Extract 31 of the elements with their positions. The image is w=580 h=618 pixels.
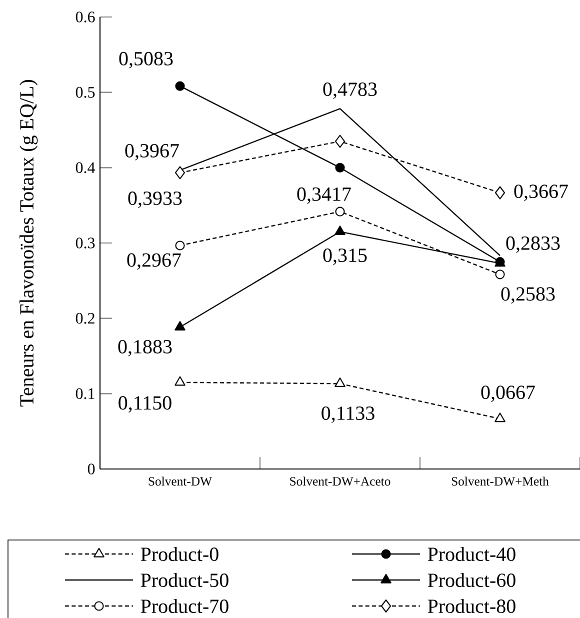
x-tick-label: Solvent-DW+Meth (452, 476, 549, 486)
data-label: 0,4783 (323, 82, 377, 99)
legend-label: Product-40 (428, 546, 516, 562)
data-label: 0,315 (323, 248, 367, 265)
x-tick-label: Solvent-DW+Aceto (290, 476, 390, 486)
y-tick-label: 0.6 (76, 12, 95, 22)
y-tick-label: 0.5 (76, 86, 95, 98)
data-label: 0,3967 (125, 144, 179, 160)
x-tick-label: Solvent-DW (148, 476, 212, 486)
legend-label: Product-70 (140, 598, 228, 614)
data-label: 0,0667 (481, 386, 535, 402)
data-label: 0,3933 (128, 192, 182, 208)
legend-label: Product-60 (428, 572, 516, 588)
data-label: 0,1883 (118, 340, 172, 356)
legend-label: Product-0 (140, 546, 218, 562)
y-tick-label: 0 (88, 464, 95, 474)
data-label: 0,2833 (506, 236, 560, 253)
y-tick-label: 0.3 (76, 238, 95, 248)
y-tick-label: 0.1 (76, 388, 94, 400)
legend-label: Product-80 (428, 598, 516, 614)
data-label: 0,2967 (127, 253, 181, 270)
data-label: 0,1133 (322, 406, 374, 423)
data-label: 0,1150 (118, 396, 172, 413)
y-axis-title: Teneurs en Flavonoïdes Totaux (g EQ/L) (20, 80, 38, 406)
data-label: 0,3667 (514, 184, 568, 201)
y-tick-label: 0.4 (76, 162, 96, 174)
y-tick-label: 0.2 (76, 312, 94, 324)
data-label: 0,3417 (297, 187, 351, 204)
legend-label: Product-50 (140, 572, 228, 588)
data-label: 0,2583 (501, 287, 555, 304)
data-label: 0,5083 (119, 52, 173, 68)
